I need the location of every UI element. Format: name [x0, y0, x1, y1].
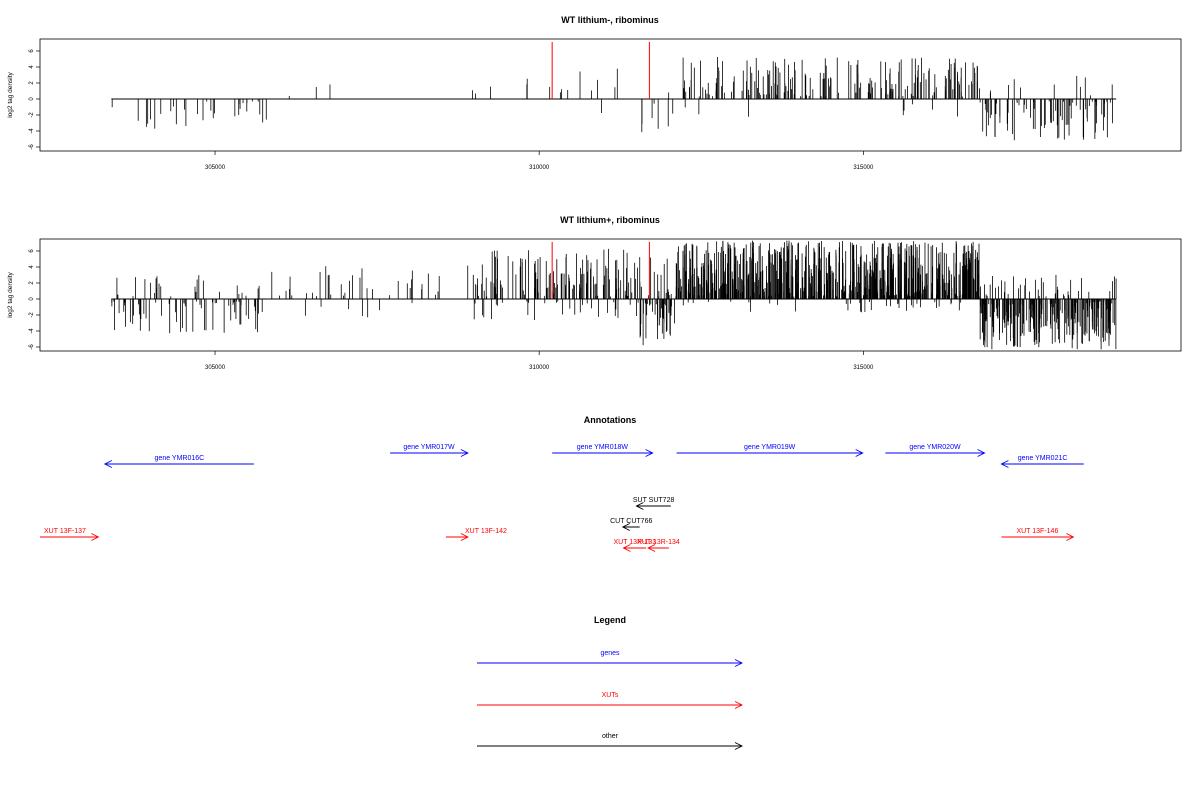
annotation-arrow: [1001, 533, 1075, 541]
annotation-arrow: [622, 544, 647, 552]
y-axis: -6 -4 -2 0 2 4 6: [29, 49, 40, 150]
y-tick-label: 6: [29, 249, 35, 253]
annotation-label: CUT CUT766: [610, 518, 652, 525]
y-tick-label: 2: [29, 281, 35, 285]
annotation-label: XUT 13F-137: [44, 528, 86, 535]
annotation-arrow: [621, 523, 640, 531]
x-tick-label: 315000: [853, 165, 874, 171]
x-tick-label: 310000: [529, 365, 550, 371]
annotation-label: XUT 13R-134: [637, 539, 680, 546]
marker-lines: [551, 242, 650, 299]
annotation-arrow: [676, 449, 864, 457]
legend-arrow: [477, 742, 744, 750]
legend-title: Legend: [594, 615, 626, 625]
x-tick-label: 310000: [529, 165, 550, 171]
chart-panel-lithium-plus: WT lithium+, ribominus log2 tag density …: [7, 215, 1182, 371]
y-tick-label: -6: [29, 144, 35, 150]
density-bars: [111, 240, 1117, 350]
legend-items: genes XUTs other: [477, 650, 744, 750]
annotation-arrow: [647, 544, 669, 552]
annotation-arrow: [885, 449, 986, 457]
y-tick-label: 4: [29, 65, 35, 69]
annotation-arrow: [40, 533, 100, 541]
annotation-arrow: [103, 460, 254, 468]
annotation-label: gene YMR016C: [155, 455, 205, 462]
annotation-arrow: [1000, 460, 1084, 468]
annotation-label: XUT 13F-142: [465, 528, 507, 535]
y-tick-label: 6: [29, 49, 35, 53]
x-tick-label: 315000: [853, 365, 874, 371]
plot-frame: [39, 238, 1182, 352]
annotation-label: gene YMR019W: [744, 444, 796, 451]
y-tick-label: -6: [29, 344, 35, 350]
y-tick-label: 2: [29, 81, 35, 85]
annotation-label: XUT 13R-133: [613, 539, 656, 546]
annotation-arrow: [390, 449, 469, 457]
x-axis: 305000 310000 315000: [205, 351, 874, 371]
annotation-label: gene YMR018W: [577, 444, 629, 451]
marker-lines: [551, 42, 650, 99]
chart-title-lithium-plus: WT lithium+, ribominus: [560, 215, 660, 225]
x-axis: 305000 310000 315000: [205, 151, 874, 171]
y-tick-label: -4: [29, 128, 35, 134]
annotation-arrow: [552, 449, 654, 457]
annotation-features: gene YMR016C gene YMR017W gene YMR018W gene…: [40, 444, 1084, 552]
legend-arrow: [477, 701, 744, 709]
legend-label: genes: [600, 650, 620, 657]
legend-label: other: [602, 733, 619, 740]
annotation-label: gene YMR021C: [1018, 455, 1068, 462]
y-axis: -6 -4 -2 0 2 4 6: [29, 249, 40, 350]
chart-panel-lithium-minus: WT lithium-, ribominus log2 tag density …: [7, 15, 1182, 171]
annotation-label: gene YMR020W: [909, 444, 961, 451]
annotations-title: Annotations: [584, 415, 637, 425]
y-tick-label: 0: [29, 297, 35, 301]
legend-panel: Legend genes XUTs other: [477, 615, 744, 750]
y-tick-label: 4: [29, 265, 35, 269]
annotation-arrow: [445, 533, 469, 541]
chart-title-lithium-minus: WT lithium-, ribominus: [561, 15, 659, 25]
y-tick-label: 0: [29, 97, 35, 101]
legend-arrow: [477, 659, 744, 667]
annotation-arrow: [635, 502, 671, 510]
y-axis-label: log2 tag density: [7, 71, 14, 117]
legend-label: XUTs: [602, 692, 619, 699]
density-bars: [111, 56, 1117, 141]
annotation-label: SUT SUT728: [633, 497, 675, 504]
y-tick-label: -2: [29, 312, 35, 318]
y-tick-label: -4: [29, 328, 35, 334]
y-tick-label: -2: [29, 112, 35, 118]
annotation-label: gene YMR017W: [403, 444, 455, 451]
plot-frame: [39, 38, 1182, 152]
x-tick-label: 305000: [205, 365, 226, 371]
annotation-label: XUT 13F-146: [1016, 528, 1058, 535]
y-axis-label: log2 tag density: [7, 271, 14, 317]
x-tick-label: 305000: [205, 165, 226, 171]
